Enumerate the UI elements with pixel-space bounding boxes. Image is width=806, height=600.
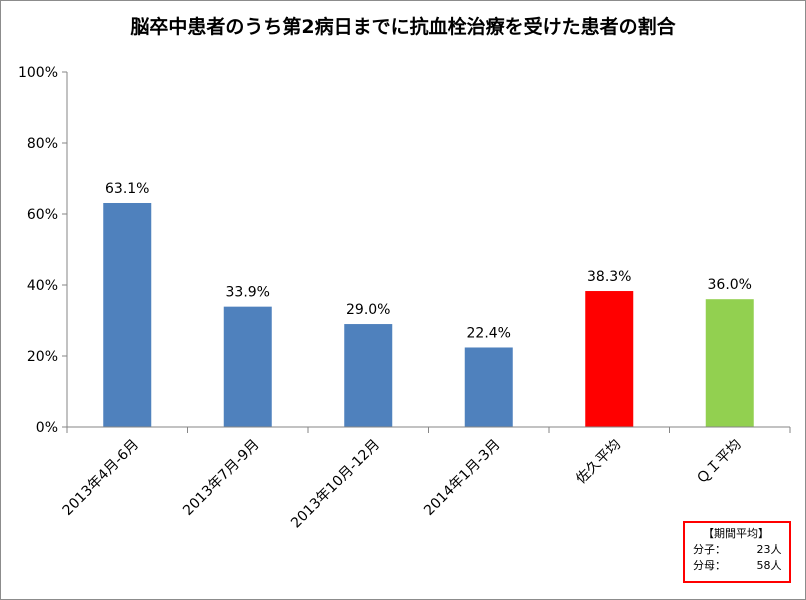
data-label: 63.1% (105, 181, 149, 197)
bars (103, 202, 754, 427)
y-tick-label: 100% (18, 65, 58, 81)
category-label: 2013年4月-6月 (60, 437, 142, 519)
bar (585, 291, 634, 427)
period-average-title: 【期間平均】 (703, 527, 769, 540)
data-labels: 63.1% 33.9% 29.0% 22.4% 38.3% 36.0% (105, 181, 752, 341)
numerator-label: 分子： (693, 543, 726, 556)
y-tick-label: 40% (27, 278, 58, 294)
y-tick-label: 80% (27, 136, 58, 152)
category-label: 2014年1月-3月 (421, 437, 503, 519)
y-axis: 0% 20% 40% 60% 80% 100% (18, 65, 68, 436)
y-tick-label: 20% (27, 349, 58, 365)
x-axis: 2013年4月-6月 2013年7月-9月 2013年10月-12月 2014年1月-… (60, 426, 791, 532)
data-label: 36.0% (708, 277, 752, 293)
bar (464, 347, 513, 427)
chart-title: 脳卒中患者のうち第2病日までに抗血栓治療を受けた患者の割合 (130, 16, 676, 38)
data-label: 22.4% (467, 325, 511, 341)
category-label: 佐久平均 (573, 437, 624, 488)
category-label: ＱＩ平均 (694, 437, 745, 488)
period-average-box: 【期間平均】 分子： 23人 分母： 58人 (683, 521, 791, 583)
category-label: 2013年10月-12月 (288, 437, 383, 532)
y-tick-label: 0% (36, 420, 58, 436)
bar (223, 306, 272, 427)
bar (705, 299, 754, 427)
y-tick-label: 60% (27, 207, 58, 223)
bar (344, 324, 393, 427)
numerator-row: 分子： 23人 (693, 542, 789, 558)
numerator-value: 23人 (756, 543, 782, 556)
data-label: 38.3% (587, 269, 631, 285)
data-label: 33.9% (226, 285, 270, 301)
data-label: 29.0% (346, 302, 390, 318)
denominator-value: 58人 (756, 559, 782, 572)
bar (103, 202, 152, 427)
denominator-row: 分母： 58人 (693, 558, 789, 574)
denominator-label: 分母： (693, 559, 726, 572)
category-label: 2013年7月-9月 (180, 437, 262, 519)
